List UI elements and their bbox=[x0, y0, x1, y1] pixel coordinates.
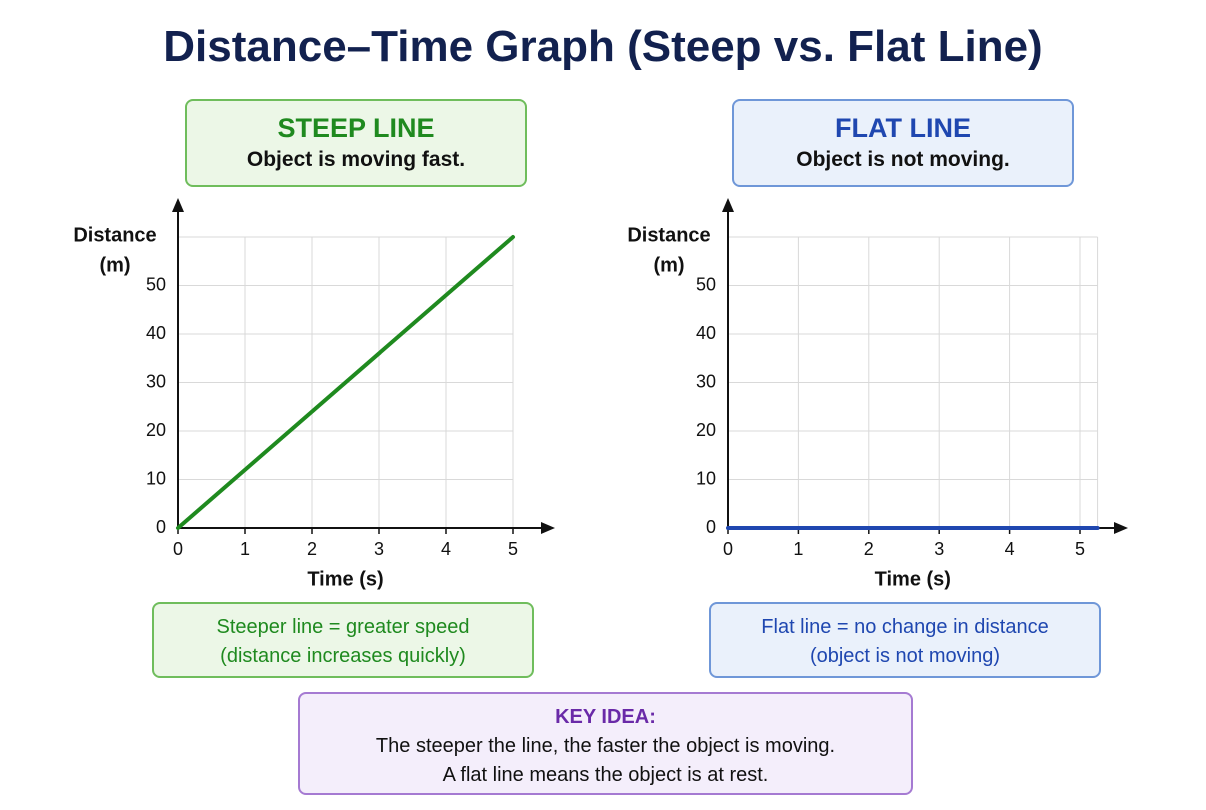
note-line: Flat line = no change in distance bbox=[761, 616, 1049, 638]
y-tick-label: 30 bbox=[696, 371, 716, 391]
x-tick-label: 1 bbox=[793, 539, 803, 559]
key-idea-title: KEY IDEA: bbox=[555, 706, 656, 728]
x-tick-label: 5 bbox=[1075, 539, 1085, 559]
x-tick-label: 4 bbox=[1005, 539, 1015, 559]
axis-arrow bbox=[722, 198, 734, 212]
x-tick-label: 4 bbox=[441, 539, 451, 559]
x-tick-label: 0 bbox=[173, 539, 183, 559]
y-tick-label: 50 bbox=[146, 274, 166, 294]
y-tick-label: 30 bbox=[146, 371, 166, 391]
panel-subtitle: Object is not moving. bbox=[796, 148, 1010, 171]
y-tick-label: 20 bbox=[696, 420, 716, 440]
y-axis-label: (m) bbox=[99, 254, 130, 276]
y-tick-label: 40 bbox=[146, 323, 166, 343]
axis-arrow bbox=[172, 198, 184, 212]
data-line bbox=[176, 235, 515, 530]
key-idea-line: A flat line means the object is at rest. bbox=[442, 764, 769, 786]
note-line: Steeper line = greater speed bbox=[216, 616, 470, 638]
x-tick-label: 3 bbox=[934, 539, 944, 559]
header-box: FLAT LINE Object is not moving. bbox=[732, 99, 1074, 187]
note-box: Steeper line = greater speed (distance i… bbox=[152, 602, 534, 678]
x-tick-label: 2 bbox=[864, 539, 874, 559]
panel-title: FLAT LINE bbox=[835, 113, 971, 143]
y-tick-label: 0 bbox=[156, 517, 166, 537]
x-tick-label: 2 bbox=[307, 539, 317, 559]
x-tick-label: 1 bbox=[240, 539, 250, 559]
y-tick-label: 20 bbox=[146, 420, 166, 440]
y-tick-label: 0 bbox=[706, 517, 716, 537]
panel-subtitle: Object is moving fast. bbox=[246, 148, 466, 171]
axis-arrow bbox=[1114, 522, 1128, 534]
y-axis-label: (m) bbox=[653, 254, 684, 276]
x-tick-label: 5 bbox=[508, 539, 518, 559]
header-box: STEEP LINE Object is moving fast. bbox=[185, 99, 527, 187]
note-box: Flat line = no change in distance (objec… bbox=[709, 602, 1101, 678]
note-line: (object is not moving) bbox=[809, 645, 1001, 667]
y-axis-label: Distance bbox=[627, 224, 710, 246]
y-tick-label: 10 bbox=[146, 468, 166, 488]
x-axis-label: Time (s) bbox=[307, 568, 383, 590]
y-tick-label: 10 bbox=[696, 468, 716, 488]
panel-title: STEEP LINE bbox=[277, 113, 435, 143]
x-axis-label: Time (s) bbox=[875, 568, 951, 590]
y-tick-label: 50 bbox=[696, 274, 716, 294]
key-idea-line: The steeper the line, the faster the obj… bbox=[375, 735, 836, 757]
x-tick-label: 0 bbox=[723, 539, 733, 559]
axis-arrow bbox=[541, 522, 555, 534]
y-tick-label: 40 bbox=[696, 323, 716, 343]
note-line: (distance increases quickly) bbox=[220, 645, 466, 667]
page-title: Distance–Time Graph (Steep vs. Flat Line… bbox=[163, 22, 1043, 71]
y-axis-label: Distance bbox=[73, 224, 156, 246]
key-idea-box: KEY IDEA: The steeper the line, the fast… bbox=[298, 692, 913, 795]
x-tick-label: 3 bbox=[374, 539, 384, 559]
